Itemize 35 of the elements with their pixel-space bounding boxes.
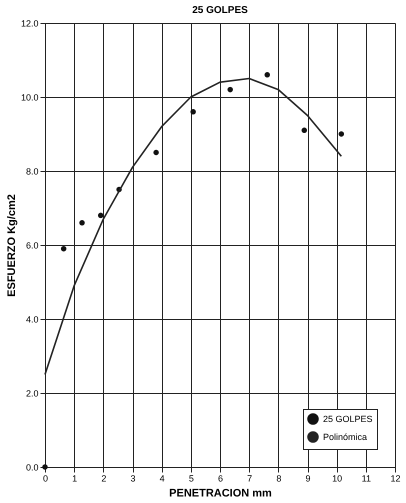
chart-title: 25 GOLPES [192, 5, 248, 16]
y-tick-label: 10.0 [20, 92, 38, 102]
point [264, 72, 270, 78]
point [42, 464, 48, 470]
x-tick-label: 10 [332, 474, 342, 484]
point [190, 109, 196, 115]
legend-label: 25 GOLPES [323, 414, 373, 424]
x-tick-label: 9 [305, 474, 311, 484]
y-tick-label: 0.0 [26, 462, 38, 472]
x-tick-label: 4 [160, 474, 165, 484]
point [153, 150, 159, 156]
x-axis-title: PENETRACION mm [169, 488, 272, 500]
x-tick-label: 6 [218, 474, 224, 484]
x-tick-label: 12 [390, 474, 401, 484]
y-tick-label: 12.0 [20, 18, 38, 28]
point [302, 128, 308, 134]
x-tick-label: 5 [188, 474, 194, 484]
x-tick-label: 2 [101, 474, 106, 484]
x-tick-label: 8 [276, 474, 282, 484]
y-tick-label: 4.0 [26, 314, 38, 324]
x-tick-label: 7 [247, 474, 252, 484]
point [79, 220, 85, 226]
point [227, 86, 233, 92]
x-tick-label: 11 [362, 474, 372, 484]
x-tick-label: 0 [42, 474, 48, 484]
y-tick-label: 6.0 [26, 240, 38, 250]
legend-label: Polinómica [323, 432, 368, 442]
y-tick-label: 2.0 [26, 388, 38, 398]
x-tick-label: 1 [72, 474, 78, 484]
y-axis-title: ESFUERZO Kg/cm2 [6, 194, 18, 297]
x-tick-label: 3 [130, 474, 136, 484]
point [98, 212, 104, 218]
point [338, 131, 344, 137]
y-tick-label: 8.0 [26, 166, 38, 176]
point [60, 246, 66, 252]
